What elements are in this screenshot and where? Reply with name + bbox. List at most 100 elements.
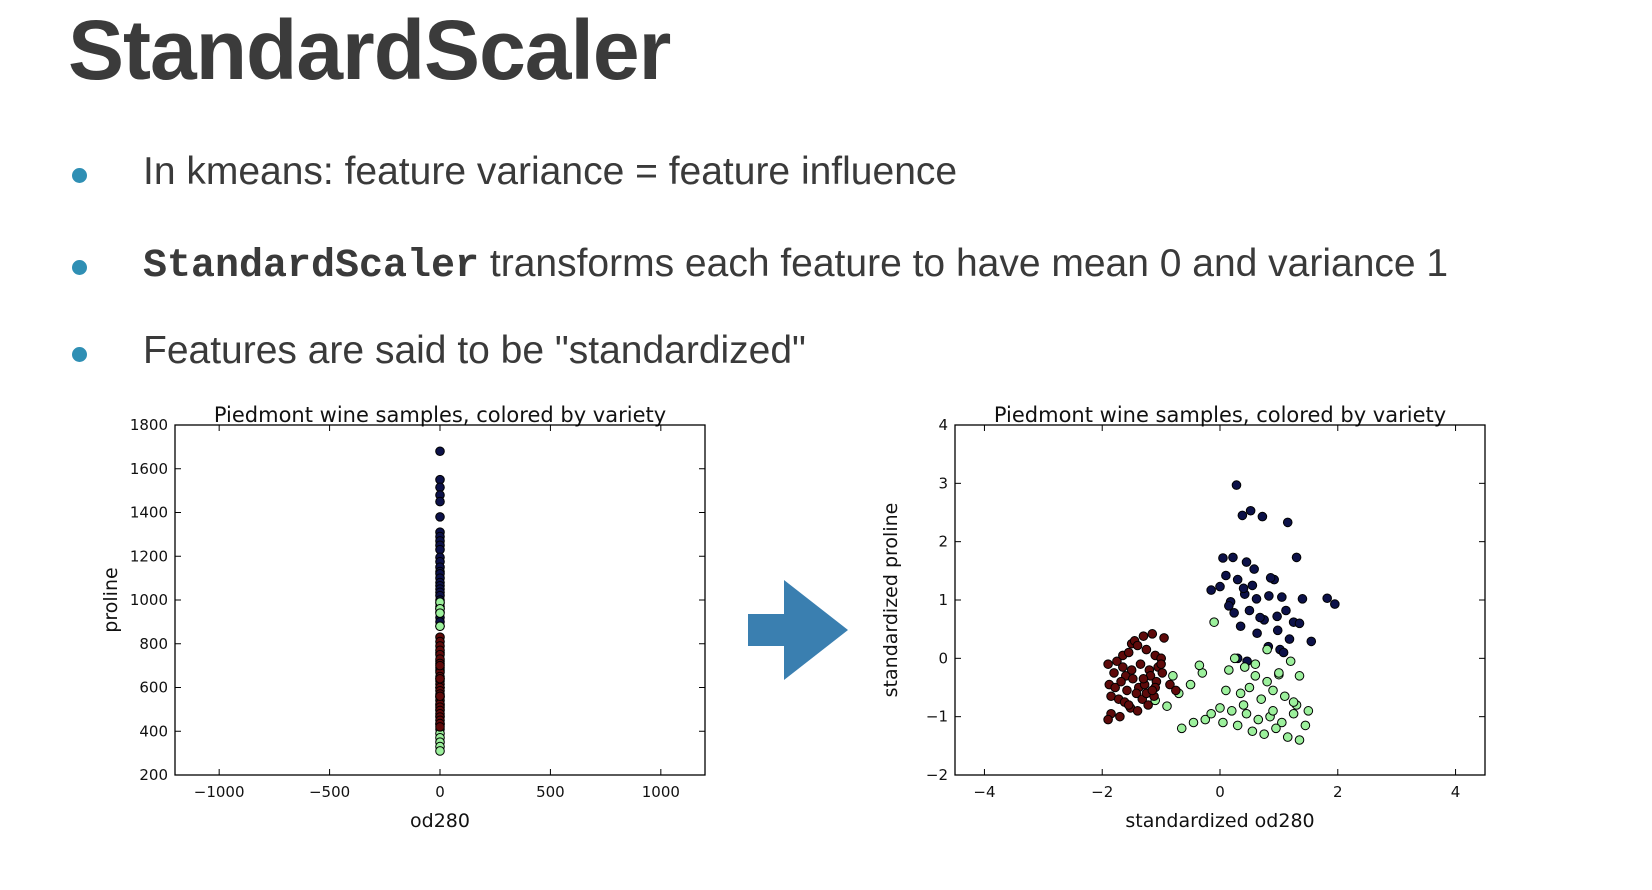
data-point [1294,735,1305,745]
data-point [1159,633,1169,643]
data-point [1281,605,1291,616]
data-point [1228,552,1238,563]
y-tick-label: −1 [926,708,948,726]
data-point [1247,580,1258,591]
bullet-item: In kmeans: feature variance = feature in… [0,142,1600,202]
data-point [1300,720,1311,731]
data-point [1256,694,1267,704]
data-point [1188,717,1199,728]
data-point [1131,688,1142,699]
data-point [1209,617,1219,627]
y-tick-label: 1200 [130,547,168,565]
chart-title: Piedmont wine samples, colored by variet… [994,403,1446,427]
data-point [1238,700,1249,710]
data-point [1109,668,1119,678]
data-point [1143,700,1153,710]
x-tick-label: −1000 [194,783,245,801]
data-point [1171,685,1181,696]
x-tick-label: −4 [973,783,995,801]
y-tick-label: 2 [938,533,948,551]
y-tick-label: 600 [139,679,168,697]
data-point [1272,611,1282,622]
data-point [1218,553,1228,563]
data-point [1306,636,1317,647]
data-point [1218,717,1228,728]
data-point [1200,714,1211,725]
slide-title: StandardScaler [68,3,671,97]
data-point [1123,647,1134,658]
x-tick-label: 2 [1333,783,1343,801]
data-point [435,660,445,671]
data-point [1122,685,1132,696]
y-tick-label: 400 [139,722,168,740]
data-point [1224,601,1234,611]
data-point [1244,605,1255,616]
data-point [1277,717,1287,728]
data-point [1110,682,1120,693]
data-point [1138,631,1149,641]
x-tick-label: 0 [435,783,445,801]
bullet-text-with-code: StandardScaler transforms each feature t… [143,234,1448,297]
data-point [1322,593,1332,604]
y-tick-label: 0 [938,649,948,667]
data-point [1135,659,1146,669]
data-point [1118,662,1128,672]
data-point [1168,671,1178,681]
data-point [1226,706,1237,716]
y-tick-label: 800 [139,635,168,653]
series-1 [1150,617,1314,745]
data-point [1215,581,1225,592]
scatter-chart-raw: Piedmont wine samples, colored by variet… [100,403,706,832]
data-point [435,512,445,522]
y-tick-label: 1800 [130,416,168,434]
data-point [1132,640,1143,651]
x-tick-label: −500 [309,783,350,801]
x-tick-label: 1000 [642,783,680,801]
data-point [1259,729,1269,739]
data-point [1229,608,1239,618]
data-point [1303,706,1314,716]
x-tick-label: −2 [1091,783,1113,801]
bullet-text: transforms each feature to have mean 0 a… [479,242,1449,285]
data-point [1232,574,1243,585]
data-point [1141,644,1152,655]
data-point [435,673,445,684]
data-point [1284,634,1295,644]
x-axis-label: od280 [410,810,470,832]
data-point [1215,703,1225,713]
right-arrow-icon [748,580,848,680]
bullet-dot-icon [72,168,87,183]
data-point [1232,720,1243,731]
data-point [1288,697,1299,707]
series-2 [1103,629,1181,725]
data-point [1257,511,1268,522]
data-point [1244,682,1255,693]
data-point [1291,552,1302,563]
data-point [1278,647,1289,658]
data-point [435,722,445,732]
y-axis-label: proline [100,567,122,632]
chart-title: Piedmont wine samples, colored by variet… [214,403,666,427]
bullet-dot-icon [72,260,87,275]
bullet-text: In kmeans: feature variance = feature in… [143,150,958,193]
data-point [1250,671,1261,681]
data-point [1235,621,1246,632]
data-point [1251,594,1262,604]
data-point [1185,679,1196,690]
data-point [1297,594,1308,604]
data-point [1249,564,1259,574]
data-point [1126,665,1137,675]
data-point [1330,599,1340,609]
bullet-dot-icon [72,347,87,362]
data-point [1271,723,1281,734]
y-tick-label: 1400 [130,504,168,522]
data-point [1264,591,1274,601]
data-point [1231,480,1242,490]
data-point [435,746,445,756]
data-point [1282,732,1293,742]
data-point [1252,628,1262,639]
data-point [1265,573,1276,583]
y-tick-label: 3 [938,474,948,492]
series-0 [1206,480,1340,667]
code-term: StandardScaler [143,244,480,289]
